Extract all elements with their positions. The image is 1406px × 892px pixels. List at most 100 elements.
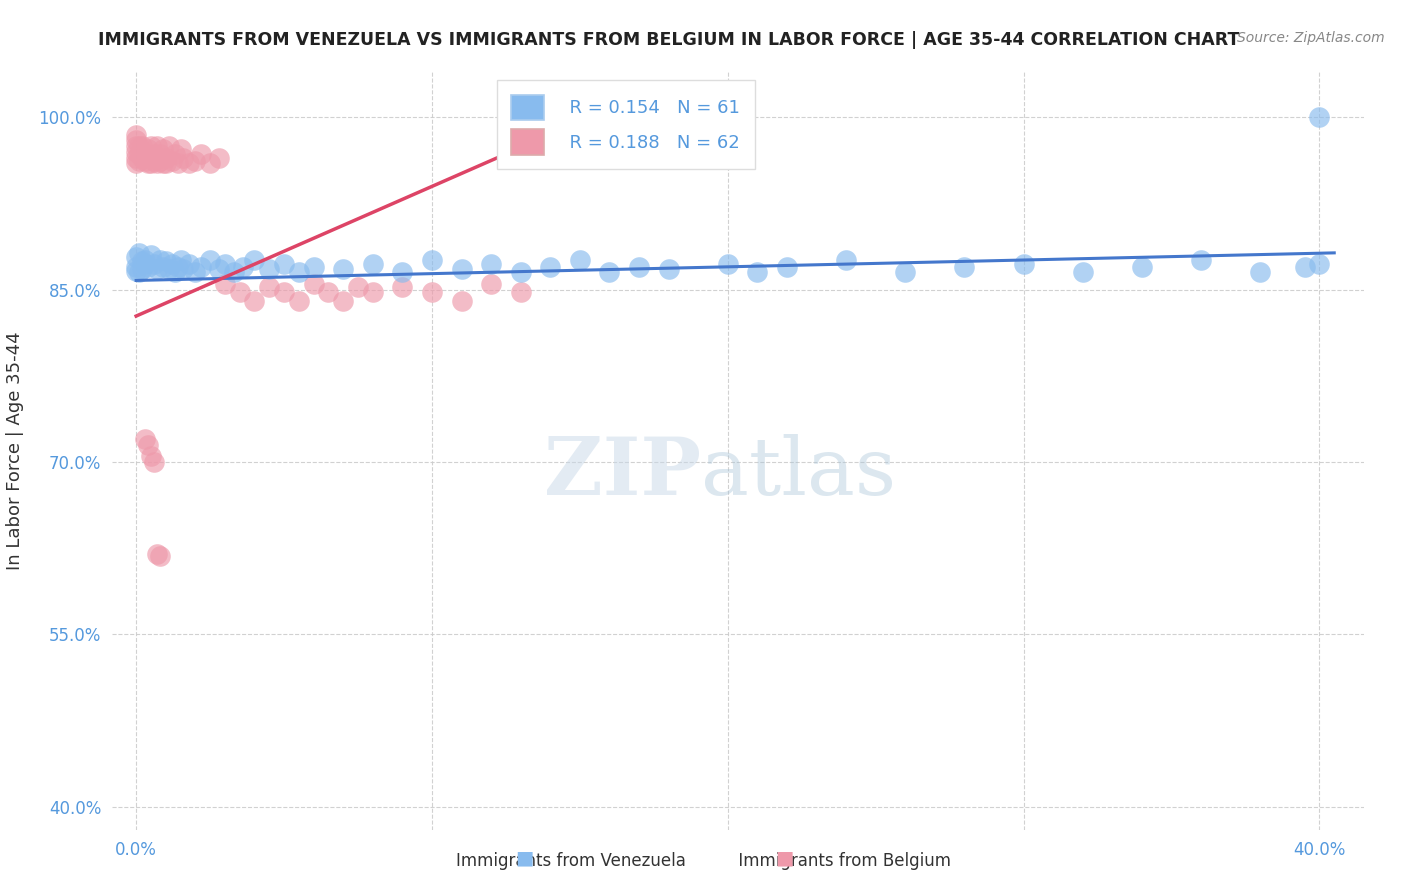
Point [131, 254, 153, 268]
Point [125, 251, 148, 265]
Point [288, 265, 311, 279]
Point [232, 260, 254, 274]
Point [450, 262, 472, 277]
Point [208, 151, 231, 165]
Point [152, 260, 174, 274]
Point [139, 151, 162, 165]
Point [361, 285, 384, 299]
Point [332, 262, 354, 277]
Point [1249, 265, 1271, 279]
Y-axis label: In Labor Force | Age 35-44: In Labor Force | Age 35-44 [7, 331, 24, 570]
Point [273, 257, 295, 271]
Point [149, 252, 172, 267]
Point [302, 260, 325, 274]
Point [142, 455, 165, 469]
Point [658, 262, 681, 277]
Point [163, 265, 186, 279]
Point [190, 260, 212, 274]
Point [142, 257, 165, 271]
Point [134, 147, 156, 161]
Point [142, 147, 165, 161]
Point [128, 147, 150, 161]
Point [776, 260, 799, 274]
Point [1071, 265, 1094, 279]
Point [184, 153, 207, 168]
Point [172, 262, 194, 277]
Point [125, 139, 148, 153]
Point [450, 294, 472, 309]
Point [166, 260, 188, 274]
Point [160, 257, 183, 271]
Point [163, 147, 186, 161]
Text: Immigrants from Venezuela          Immigrants from Belgium: Immigrants from Venezuela Immigrants fro… [456, 852, 950, 870]
Point [136, 143, 159, 157]
Point [717, 257, 740, 271]
Point [1130, 260, 1153, 274]
Text: ■: ■ [515, 848, 534, 867]
Point [157, 139, 180, 153]
Point [136, 438, 159, 452]
Point [125, 151, 148, 165]
Point [208, 262, 231, 277]
Point [146, 156, 169, 170]
Point [166, 156, 188, 170]
Point [190, 147, 212, 161]
Point [184, 265, 207, 279]
Point [198, 156, 221, 170]
Point [1294, 260, 1316, 274]
Point [131, 262, 153, 277]
Text: Source: ZipAtlas.com: Source: ZipAtlas.com [1237, 31, 1385, 45]
Point [131, 139, 153, 153]
Point [125, 260, 148, 274]
Point [243, 294, 266, 309]
Point [273, 285, 295, 299]
Point [155, 156, 177, 170]
Point [894, 265, 917, 279]
Text: ■: ■ [775, 848, 794, 867]
Point [259, 262, 281, 277]
Point [134, 432, 156, 446]
Point [152, 156, 174, 170]
Point [128, 153, 150, 168]
Point [131, 151, 153, 165]
Point [953, 260, 976, 274]
Point [149, 153, 172, 168]
Point [598, 265, 620, 279]
Point [152, 143, 174, 157]
Point [155, 151, 177, 165]
Point [509, 285, 531, 299]
Point [169, 143, 191, 157]
Point [139, 156, 162, 170]
Legend:   R = 0.154   N = 61,   R = 0.188   N = 62: R = 0.154 N = 61, R = 0.188 N = 62 [496, 80, 755, 169]
Point [228, 285, 250, 299]
Point [179, 156, 201, 170]
Point [134, 252, 156, 267]
Point [1012, 257, 1035, 271]
Point [1308, 257, 1330, 271]
Point [149, 549, 172, 563]
Point [157, 262, 180, 277]
Point [243, 252, 266, 267]
Point [538, 260, 561, 274]
Point [479, 257, 502, 271]
Point [155, 254, 177, 268]
Point [347, 280, 370, 294]
Point [139, 139, 162, 153]
Point [747, 265, 769, 279]
Point [391, 265, 413, 279]
Point [332, 294, 354, 309]
Point [420, 252, 443, 267]
Point [214, 277, 236, 291]
Point [179, 257, 201, 271]
Point [214, 257, 236, 271]
Point [1308, 111, 1330, 125]
Point [139, 449, 162, 463]
Point [125, 128, 148, 142]
Point [479, 277, 502, 291]
Point [302, 277, 325, 291]
Point [125, 133, 148, 147]
Point [318, 285, 340, 299]
Point [146, 139, 169, 153]
Point [136, 260, 159, 274]
Point [628, 260, 651, 274]
